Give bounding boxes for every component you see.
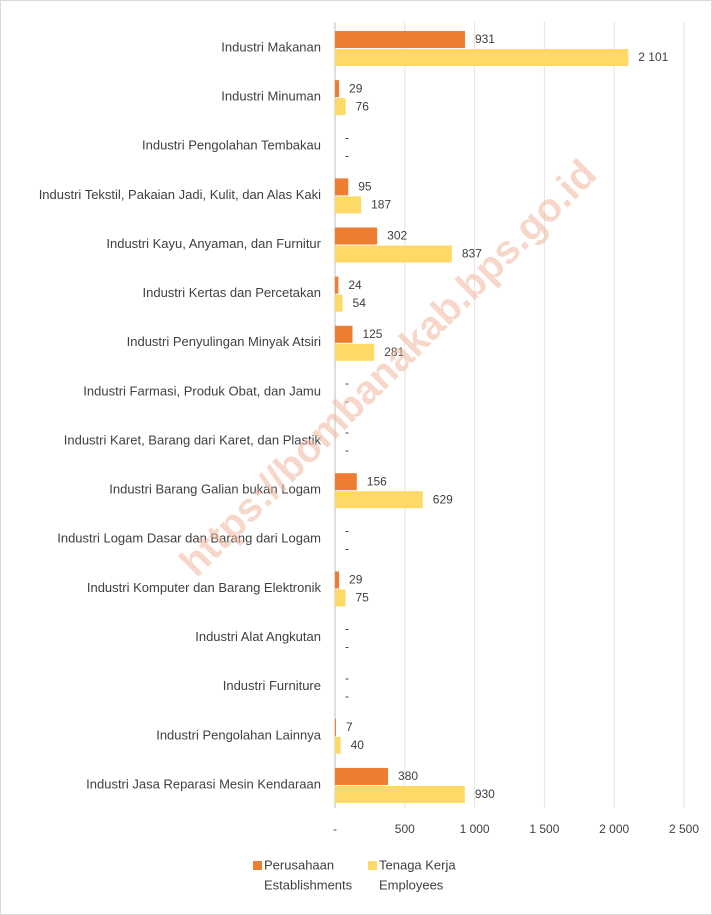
value-label: - — [345, 523, 349, 537]
value-label: 380 — [398, 769, 418, 783]
value-label: 76 — [356, 99, 370, 113]
value-label: - — [345, 394, 349, 408]
value-label: 281 — [384, 345, 404, 359]
category-label: Industri Kertas dan Percetakan — [143, 285, 322, 300]
bar — [335, 276, 339, 294]
bar — [335, 196, 362, 214]
category-label: Industri Komputer dan Barang Elektronik — [87, 580, 322, 595]
value-label: 2 101 — [638, 50, 668, 64]
value-label: 931 — [475, 32, 495, 46]
bar — [335, 785, 465, 803]
value-label: - — [345, 541, 349, 555]
category-label: Industri Makanan — [221, 39, 321, 54]
value-label: - — [345, 148, 349, 162]
category-label: Industri Karet, Barang dari Karet, dan P… — [64, 432, 322, 447]
value-label: 54 — [353, 296, 367, 310]
value-label: - — [345, 130, 349, 144]
category-label: Industri Kayu, Anyaman, dan Furnitur — [106, 236, 321, 251]
category-label: Industri Logam Dasar dan Barang dari Log… — [57, 531, 321, 546]
bar — [335, 571, 340, 589]
value-label: 156 — [367, 474, 387, 488]
value-label: 7 — [346, 720, 353, 734]
value-label: 302 — [387, 229, 407, 243]
value-label: 40 — [351, 738, 365, 752]
category-label: Industri Barang Galian bukan Logam — [109, 482, 321, 497]
category-label: Industri Farmasi, Produk Obat, dan Jamu — [83, 383, 321, 398]
bar — [335, 31, 465, 48]
category-label: Industri Pengolahan Lainnya — [156, 727, 322, 742]
value-label: - — [345, 376, 349, 390]
category-label: Industri Penyulingan Minyak Atsiri — [127, 334, 321, 349]
x-tick-label: - — [333, 822, 337, 836]
category-label: Industri Jasa Reparasi Mesin Kendaraan — [86, 776, 321, 791]
value-label: 187 — [371, 198, 391, 212]
value-label: 930 — [475, 787, 495, 801]
bar — [335, 98, 346, 116]
legend-swatch — [253, 861, 262, 870]
legend-swatch — [368, 861, 377, 870]
category-label: Industri Tekstil, Pakaian Jadi, Kulit, d… — [39, 187, 321, 202]
value-label: 629 — [433, 492, 453, 506]
bar — [335, 245, 452, 263]
x-tick-label: 2 000 — [599, 822, 629, 836]
value-label: - — [345, 671, 349, 685]
bar — [335, 491, 423, 509]
value-label: 95 — [358, 180, 372, 194]
value-label: 29 — [349, 81, 363, 95]
legend-label: Employees — [379, 877, 444, 892]
bar — [335, 80, 340, 98]
x-tick-label: 2 500 — [669, 822, 699, 836]
bar — [335, 589, 346, 607]
bar — [335, 343, 375, 361]
bar — [335, 49, 629, 66]
legend-label: Establishments — [264, 877, 353, 892]
category-label: Industri Pengolahan Tembakau — [142, 138, 321, 153]
bar — [335, 294, 343, 312]
value-label: 24 — [348, 278, 362, 292]
legend-label: Perusahaan — [264, 857, 334, 872]
legend-label: Tenaga Kerja — [379, 857, 456, 872]
value-label: 837 — [462, 247, 482, 261]
category-label: Industri Alat Angkutan — [195, 629, 321, 644]
value-label: - — [345, 443, 349, 457]
value-label: 29 — [349, 573, 363, 587]
value-label: - — [345, 689, 349, 703]
bar — [335, 227, 378, 245]
x-tick-label: 1 500 — [529, 822, 559, 836]
value-label: - — [345, 640, 349, 654]
value-label: - — [345, 425, 349, 439]
bar — [335, 718, 336, 736]
value-label: 125 — [362, 327, 382, 341]
bar — [335, 325, 353, 343]
bar — [335, 473, 357, 491]
x-tick-label: 500 — [395, 822, 415, 836]
category-label: Industri Minuman — [221, 89, 321, 104]
category-label: Industri Furniture — [223, 678, 321, 693]
value-label: 75 — [355, 591, 369, 605]
bar — [335, 736, 341, 754]
bar — [335, 178, 349, 196]
value-label: - — [345, 622, 349, 636]
x-tick-label: 1 000 — [460, 822, 490, 836]
bar — [335, 767, 389, 785]
